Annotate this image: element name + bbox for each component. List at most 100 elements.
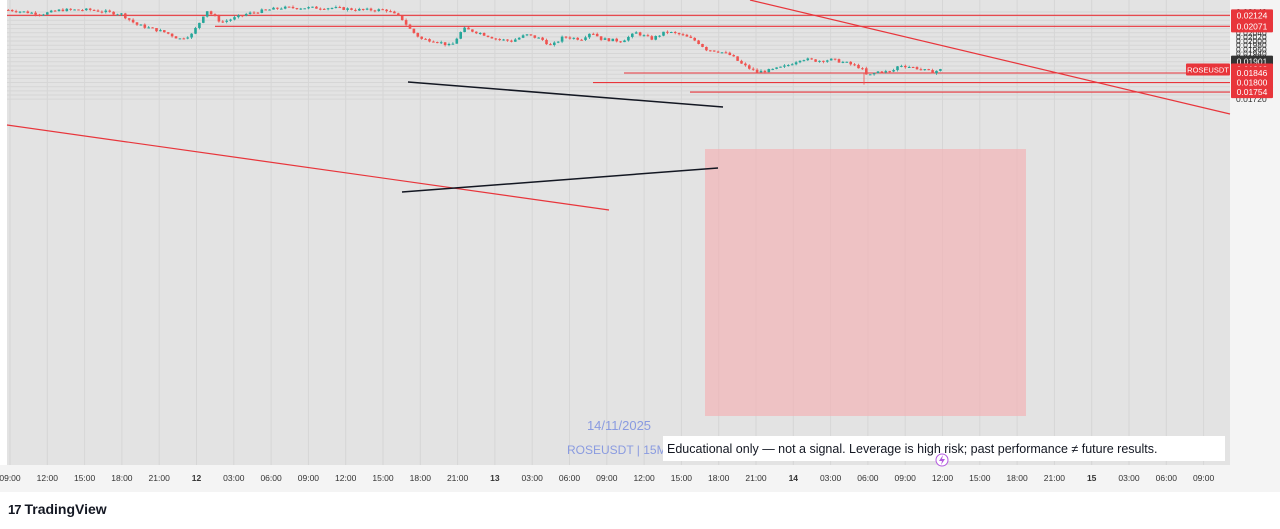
candle-body [514, 39, 517, 42]
pennant-lower-line [401, 167, 719, 193]
candle-body [771, 68, 774, 70]
candle-body [311, 6, 314, 8]
candle-body [794, 62, 798, 65]
candle-body [424, 38, 427, 40]
candle-body [584, 37, 587, 40]
candle-body [326, 8, 330, 10]
candle-body [57, 9, 61, 12]
time-tick-label: 12 [192, 473, 202, 483]
candle-body [198, 22, 201, 28]
candle-body [381, 9, 384, 11]
candle-body [650, 36, 654, 40]
candle-body [915, 67, 919, 70]
candle-body [229, 19, 232, 21]
time-axis[interactable]: 09:00 12:00 15:00 18:00 21:00 12 03:00 06:00 09:… [0, 473, 1215, 483]
candle-body [217, 15, 221, 22]
time-tick-label: 15:00 [372, 473, 394, 483]
price-tick-label: 0.01960 [1236, 44, 1267, 54]
candle-body [880, 71, 884, 73]
candle-body [939, 69, 942, 71]
time-tick-label: 18:00 [708, 473, 730, 483]
candle-body [681, 34, 685, 36]
candle-body [439, 42, 443, 44]
candle-body [868, 74, 872, 76]
candle-body [303, 8, 306, 10]
candle-body [810, 58, 813, 60]
time-tick-label: 18:00 [1006, 473, 1028, 483]
candle-body [42, 14, 45, 16]
candle-body [716, 51, 720, 53]
candle-body [143, 24, 147, 28]
candle-body [935, 70, 938, 74]
candle-body [556, 41, 560, 43]
candle-body [283, 6, 287, 9]
price-tag-label: 0.01754 [1237, 87, 1268, 97]
price-tag [1231, 20, 1273, 33]
candle-body [124, 13, 127, 19]
candle-body [553, 42, 556, 46]
candle-body [190, 33, 193, 38]
candle-body [595, 33, 599, 37]
candle-body [744, 63, 747, 66]
candle-body [763, 70, 767, 73]
candle-body [833, 58, 837, 60]
candle-body [455, 38, 459, 44]
candle-body [155, 27, 158, 32]
candle-body [389, 11, 392, 13]
time-tick-label: 03:00 [223, 473, 245, 483]
candle-body [404, 20, 408, 25]
tradingview-logo[interactable]: 17 TradingView [8, 501, 107, 517]
candle-body [22, 11, 26, 13]
candle-body [631, 33, 634, 37]
candle-body [748, 65, 751, 69]
candle-body [517, 37, 521, 40]
candle-body [147, 27, 150, 29]
price-chart[interactable]: 14/11/2025 ROSEUSDT | 15M Educational on… [0, 0, 1280, 492]
candle-body [599, 36, 603, 40]
candle-body [135, 22, 139, 25]
candle-body [225, 20, 228, 22]
lightning-icon[interactable] [935, 453, 949, 467]
candle-body [252, 12, 256, 14]
candle-body [627, 36, 630, 41]
target-zone [705, 149, 1026, 416]
candle-body [712, 50, 716, 52]
candle-body [498, 39, 501, 41]
candle-body [607, 38, 611, 42]
candle-body [342, 7, 345, 10]
support-trendline [6, 124, 610, 211]
candle-body [408, 24, 412, 29]
candle-body [100, 11, 104, 13]
candle-body [638, 32, 642, 36]
symbol-tag-label: ROSEUSDT [1187, 65, 1229, 74]
time-tick-label: 15 [1087, 473, 1097, 483]
candle-body [400, 15, 404, 21]
candle-body [666, 31, 669, 33]
price-tag-label: 0.01800 [1237, 78, 1268, 88]
candle-body [361, 8, 365, 10]
candle-body [845, 61, 849, 63]
candle-body [38, 14, 41, 16]
price-tag [1231, 86, 1273, 99]
candle-body [151, 27, 154, 29]
candle-body [779, 66, 782, 68]
time-tick-label: 18:00 [111, 473, 133, 483]
candle-body [872, 73, 876, 75]
candle-body [568, 37, 572, 39]
candle-body [88, 8, 92, 10]
candle-body [865, 68, 868, 75]
candle-body [787, 65, 790, 67]
candle-body [53, 10, 57, 12]
candle-body [49, 10, 53, 13]
candle-body [139, 24, 143, 26]
candle-body [478, 32, 482, 34]
price-tag-label: 0.02124 [1237, 10, 1268, 20]
candle-body [34, 12, 37, 15]
price-tick-label: 0.01980 [1236, 40, 1267, 50]
candle-body [420, 36, 423, 39]
candle-body [685, 34, 689, 37]
candle-body [163, 30, 166, 33]
candle-body [892, 70, 895, 72]
candle-body [475, 31, 478, 34]
candle-body [654, 35, 657, 40]
